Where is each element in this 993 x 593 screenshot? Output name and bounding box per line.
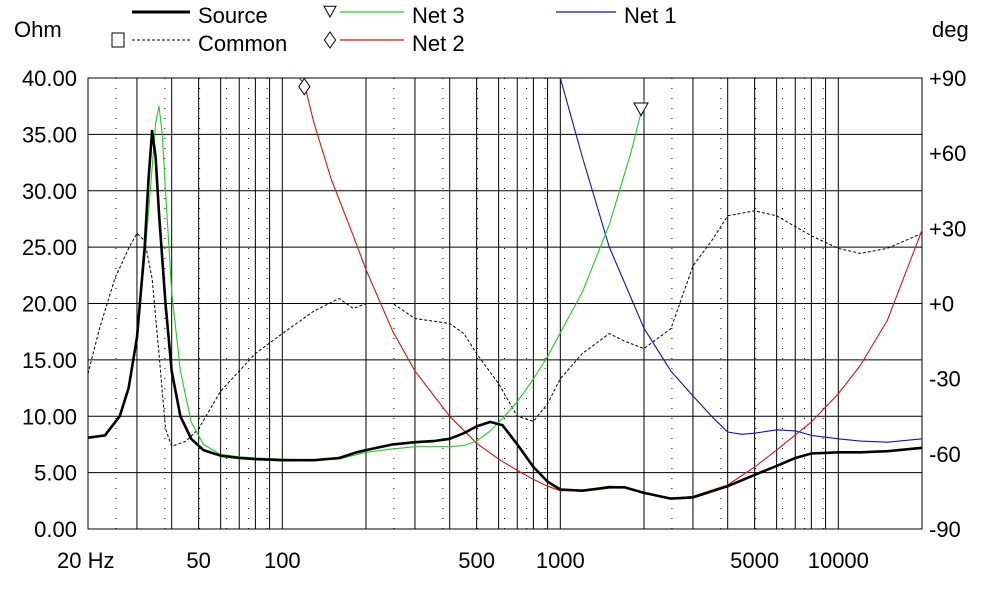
y-tick-label: 40.00 <box>22 66 77 91</box>
plot-frame <box>87 77 923 530</box>
y-tick-label: 20.00 <box>22 292 77 317</box>
y2-tick-label: +30 <box>929 216 966 241</box>
y2-tick-label: +90 <box>929 66 966 91</box>
y2-tick-label: -90 <box>929 517 961 542</box>
series-line-source <box>87 129 923 500</box>
net-3-marker-triangle <box>633 102 649 117</box>
legend-label-net-1: Net 1 <box>624 3 677 28</box>
y2-tick-label: +60 <box>929 141 966 166</box>
legend-label-net-2: Net 2 <box>412 31 465 56</box>
net-2-marker-diamond <box>298 77 311 96</box>
y2-tick-label: -30 <box>929 367 961 392</box>
series-line-net-1 <box>559 77 923 443</box>
legend-marker-square <box>111 32 125 48</box>
x-tick-label: 10000 <box>808 548 869 573</box>
legend-marker-diamond <box>323 31 337 49</box>
y-tick-label: 35.00 <box>22 122 77 147</box>
left-axis-unit: Ohm <box>14 17 62 42</box>
series-markers <box>298 77 649 117</box>
series-line-common <box>87 210 923 447</box>
x-tick-label: 500 <box>458 548 495 573</box>
legend-label-source: Source <box>198 3 268 28</box>
y-tick-label: 10.00 <box>22 404 77 429</box>
x-tick-label: 20 Hz <box>57 548 114 573</box>
legend-label-net-3: Net 3 <box>412 3 465 28</box>
x-tick-label: 100 <box>264 548 301 573</box>
y-tick-label: 15.00 <box>22 348 77 373</box>
x-tick-label: 5000 <box>730 548 779 573</box>
y-axis-right: -90 -60 -30 +0 +30 +60 +90 <box>929 66 966 542</box>
y-tick-label: 5.00 <box>34 461 77 486</box>
legend: Source Common Net 3 Net 2 Net 1 <box>111 3 677 56</box>
y-tick-label: 25.00 <box>22 235 77 260</box>
right-axis-unit: deg <box>932 17 969 42</box>
x-axis: 20 Hz 50 100 500 1000 5000 10000 <box>57 548 869 573</box>
x-tick-label: 1000 <box>536 548 585 573</box>
y-tick-label: 0.00 <box>34 517 77 542</box>
y2-tick-label: -60 <box>929 442 961 467</box>
y-tick-label: 30.00 <box>22 179 77 204</box>
y-axis-left: 0.00 5.00 10.00 15.00 20.00 25.00 30.00 35.00 40… <box>22 66 77 542</box>
x-tick-label: 50 <box>186 548 210 573</box>
y2-tick-label: +0 <box>929 292 954 317</box>
series-lines <box>87 77 923 500</box>
legend-marker-triangle <box>323 5 337 19</box>
legend-label-common: Common <box>198 31 287 56</box>
